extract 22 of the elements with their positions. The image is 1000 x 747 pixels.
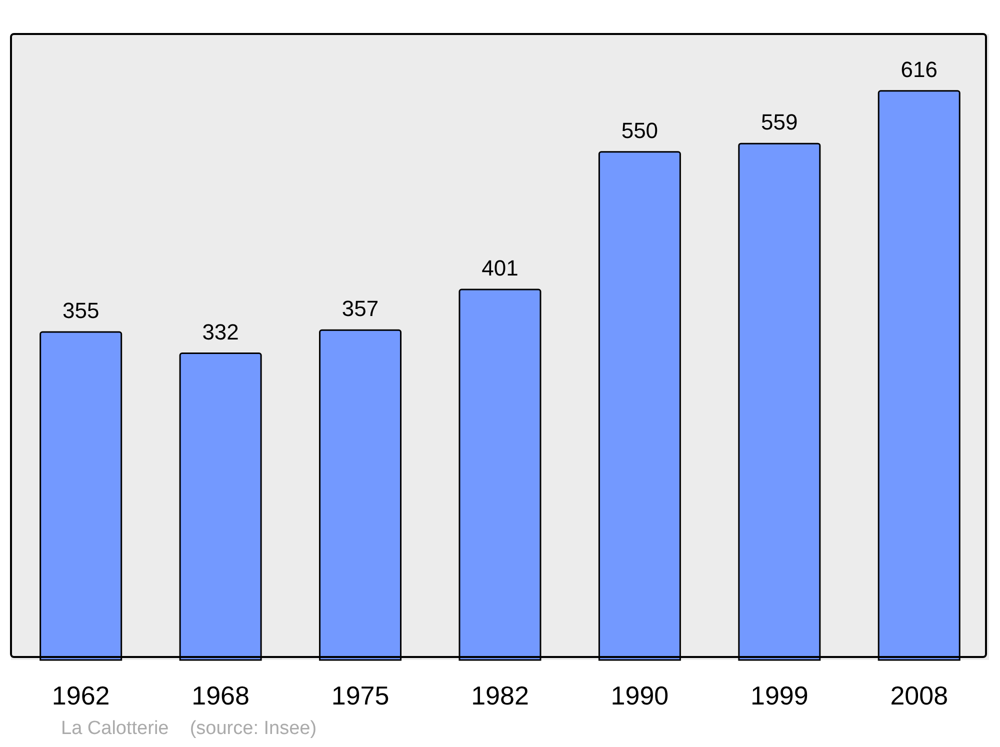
bar [40,331,122,661]
x-tick-label: 2008 [890,680,948,710]
data-label: 616 [900,56,938,82]
bar [738,142,821,661]
bar [179,352,262,661]
bar [598,151,681,661]
x-tick-label: 1990 [610,680,669,710]
x-tick-label: 1968 [192,680,250,710]
data-label: 550 [621,118,658,143]
x-tick-label: 1962 [52,680,110,710]
data-label: 332 [202,319,239,344]
x-tick-label: 1982 [471,680,529,710]
data-label: 357 [342,296,379,322]
x-tick-label: 1999 [750,680,808,710]
x-tick-label: 1975 [331,680,390,710]
data-label: 559 [761,110,798,135]
bar [319,329,402,661]
data-label: 355 [62,298,100,324]
data-label: 401 [482,256,518,281]
bar [458,288,542,661]
bar [878,90,960,661]
text: La Calotterie (source: Insee) [61,718,317,740]
